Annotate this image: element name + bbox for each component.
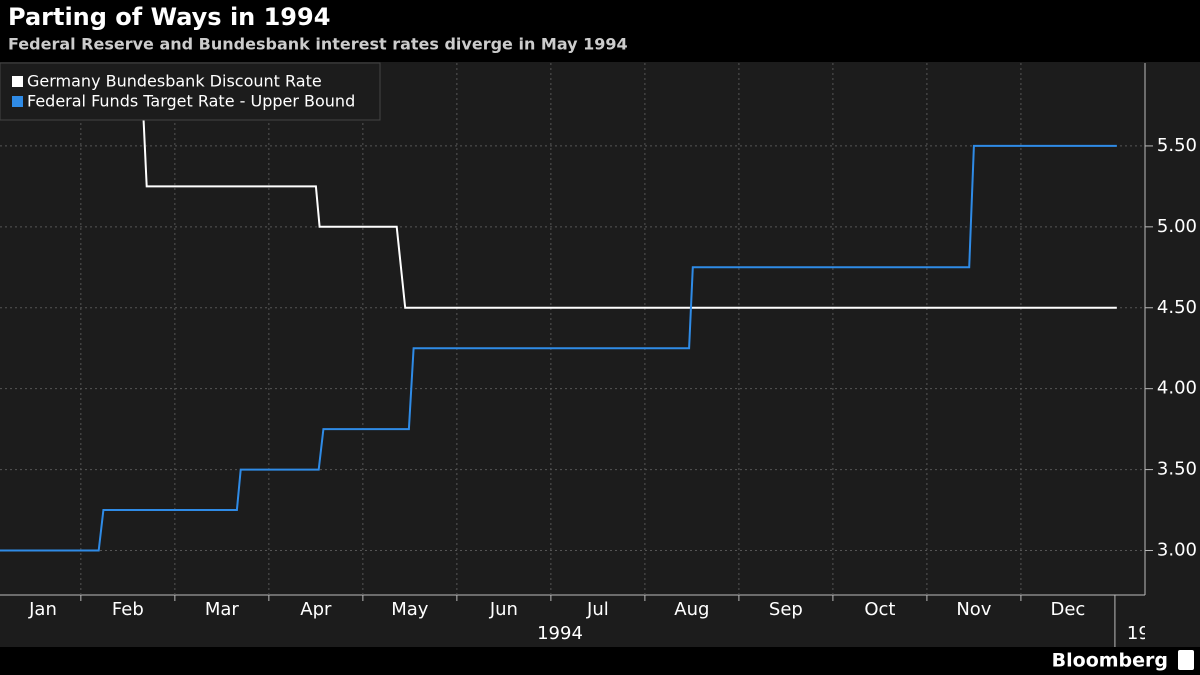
- plot-background: [0, 62, 1200, 647]
- legend-swatch: [12, 96, 23, 107]
- year-label: 19: [1127, 623, 1150, 644]
- y-tick-label: 5.00: [1157, 216, 1197, 237]
- x-tick-label: Jun: [489, 599, 518, 620]
- x-tick-label: Jan: [28, 599, 57, 620]
- y-tick-label: 5.50: [1157, 135, 1197, 156]
- x-tick-label: Oct: [864, 599, 895, 620]
- chart-title: Parting of Ways in 1994: [8, 3, 330, 31]
- y-tick-label: 4.50: [1157, 297, 1197, 318]
- x-tick-label: Feb: [112, 599, 144, 620]
- x-tick-label: Dec: [1050, 599, 1085, 620]
- x-tick-label: Apr: [300, 599, 332, 620]
- legend-swatch: [12, 76, 23, 87]
- x-tick-label: Sep: [769, 599, 803, 620]
- series-line: [0, 144, 1117, 552]
- x-tick-label: Nov: [956, 599, 991, 620]
- chart-subtitle: Federal Reserve and Bundesbank interest …: [8, 35, 628, 54]
- legend-label: Germany Bundesbank Discount Rate: [27, 72, 322, 91]
- y-tick-label: 3.50: [1157, 459, 1197, 480]
- logo-icon: [1178, 650, 1194, 670]
- x-tick-label: Jul: [586, 599, 609, 620]
- x-tick-label: Mar: [205, 599, 240, 620]
- legend-box: [0, 62, 381, 121]
- x-tick-label: Aug: [674, 599, 709, 620]
- y-tick-label: 4.00: [1157, 378, 1197, 399]
- source-logo: Bloomberg: [1052, 650, 1168, 672]
- x-tick-label: May: [391, 599, 429, 620]
- y-tick-label: 3.00: [1157, 539, 1197, 560]
- legend-label: Federal Funds Target Rate - Upper Bound: [27, 92, 355, 111]
- year-label: 1994: [537, 623, 583, 644]
